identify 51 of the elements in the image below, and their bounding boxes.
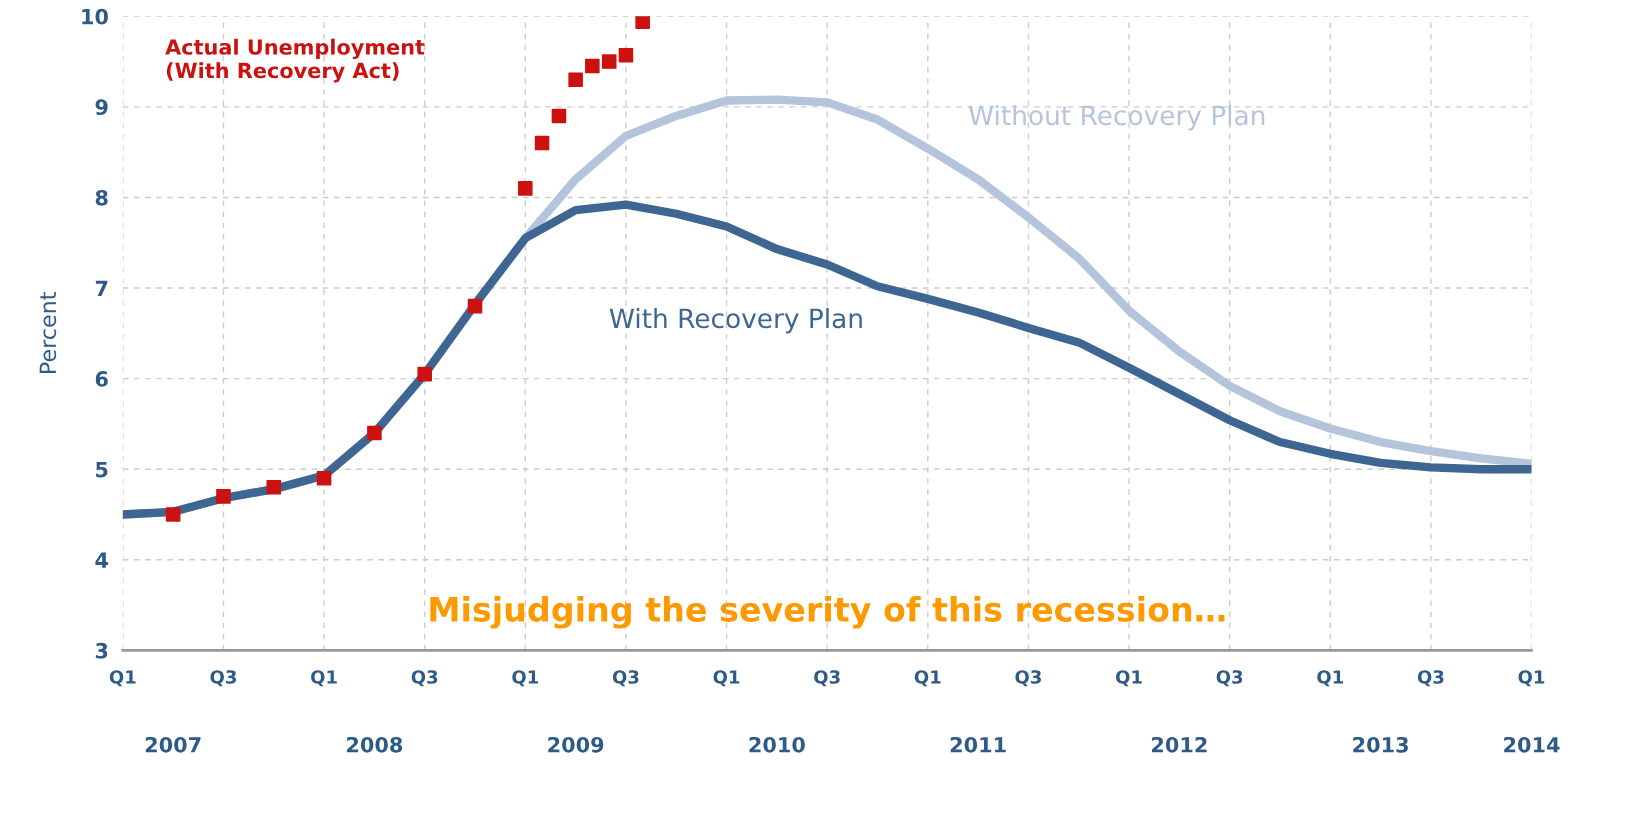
point	[601, 54, 617, 69]
point	[367, 425, 382, 441]
text: Q1	[109, 670, 136, 687]
text: Q3	[1216, 670, 1243, 687]
point	[568, 72, 583, 87]
y-tick-label: 5	[96, 461, 108, 478]
text: Actual Unemployment (With Recovery Act)	[165, 38, 425, 83]
annotation: Misjudging the severity of this recession…	[430, 596, 1225, 629]
x-tick-label: 2010	[749, 736, 805, 753]
text: Q3	[1015, 670, 1041, 687]
y-tick-label: 8	[95, 189, 108, 206]
point	[534, 135, 550, 151]
y-tick-label: 4	[95, 552, 108, 568]
text: Q3	[210, 670, 236, 687]
x-tick-label: 2014	[1504, 736, 1560, 753]
text: Q1	[512, 670, 539, 687]
point	[618, 47, 634, 63]
point	[417, 366, 432, 382]
y-tick-label: 10	[82, 8, 108, 25]
series-label: With Recovery Plan	[609, 307, 862, 334]
x-tick-label: 2011	[950, 736, 1006, 753]
point	[266, 480, 282, 495]
text: Q1	[1115, 670, 1142, 687]
text: Q1	[1317, 670, 1343, 687]
text: Q3	[1417, 670, 1444, 687]
x-tick-label: 2012	[1152, 736, 1207, 753]
y-axis-title: Percent	[39, 292, 57, 373]
point	[165, 507, 181, 522]
text: Q1	[311, 670, 337, 687]
x-tick-label: 2008	[347, 736, 403, 753]
y-tick-label: 3	[95, 642, 108, 659]
text: Q3	[612, 670, 639, 687]
point	[518, 181, 533, 196]
text: Q3	[814, 670, 840, 687]
x-tick-label: 2007	[145, 736, 201, 753]
point	[467, 298, 483, 314]
y-tick-label: 6	[95, 371, 108, 387]
point	[635, 16, 650, 29]
x-tick-label: 2009	[548, 736, 604, 753]
series-label: Without Recovery Plan	[968, 104, 1265, 131]
point	[551, 108, 567, 124]
y-tick-label: 9	[95, 99, 108, 116]
x-tick-label: 2013	[1353, 736, 1408, 753]
text: Q1	[1518, 670, 1545, 687]
point	[216, 489, 231, 504]
text: Q1	[713, 670, 740, 687]
y-tick-label: 7	[95, 280, 108, 296]
text: Q3	[411, 670, 438, 687]
text: Q1	[914, 670, 941, 687]
point	[585, 58, 600, 74]
point	[316, 470, 332, 486]
